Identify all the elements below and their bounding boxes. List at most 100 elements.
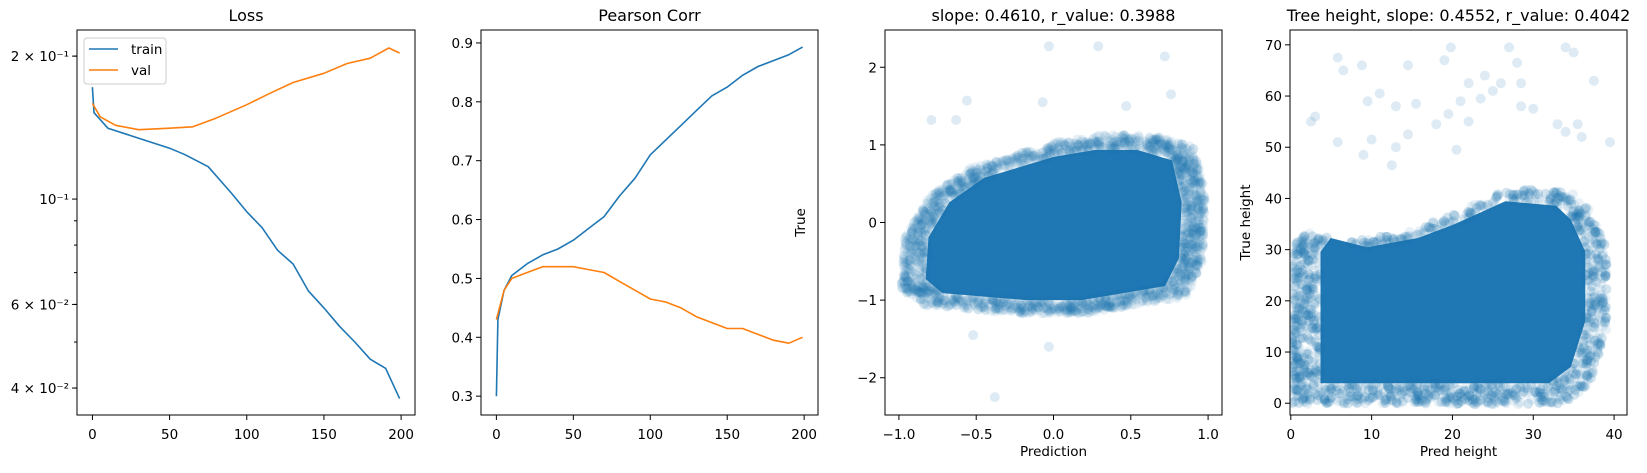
scatter-point (1140, 292, 1151, 303)
scatter-point (1085, 138, 1096, 149)
scatter-point (1173, 140, 1184, 151)
scatter-point (1454, 388, 1465, 399)
scatter-point (1055, 136, 1066, 147)
scatter-point (915, 235, 926, 246)
scatter-point (1303, 348, 1314, 359)
scatter-point (1494, 381, 1505, 392)
scatter-point (933, 297, 944, 307)
x-tick-label: 100 (234, 427, 260, 443)
scatter-point (1081, 301, 1092, 312)
scatter-point (966, 176, 977, 187)
scatter-point (1195, 194, 1206, 205)
scatter-point (900, 242, 910, 253)
scatter-point (1146, 134, 1157, 145)
scatter-point (915, 224, 926, 235)
scatter-point (1188, 227, 1199, 238)
scatter-point (1307, 231, 1318, 242)
scatter-point (902, 247, 913, 258)
scatter-point (1119, 130, 1130, 141)
scatter-point (1381, 393, 1392, 404)
scatter-point (1179, 268, 1190, 279)
scatter-point (966, 295, 977, 306)
scatter-point (1171, 154, 1182, 165)
scatter-point (1064, 146, 1075, 157)
scatter-point (1086, 306, 1097, 317)
scatter-point (1570, 212, 1581, 223)
scatter-point (1049, 148, 1060, 159)
scatter-point (993, 298, 1004, 309)
scatter-point (1088, 144, 1099, 155)
scatter-point (1442, 212, 1453, 223)
scatter-point (1564, 195, 1575, 206)
scatter-point (1092, 139, 1103, 150)
scatter-point (922, 288, 932, 299)
scatter-point (917, 258, 928, 269)
scatter-point (1582, 345, 1593, 356)
scatter-point (1188, 225, 1199, 236)
scatter-point (1312, 323, 1322, 333)
scatter-point (1055, 298, 1066, 309)
scatter-point (898, 276, 909, 287)
scatter-point (1148, 147, 1159, 158)
scatter-point (1093, 136, 1104, 147)
scatter-point (1448, 216, 1459, 227)
scatter-point (1380, 395, 1391, 405)
scatter-point (1295, 380, 1306, 391)
scatter-point (1189, 217, 1200, 228)
scatter-point (1547, 397, 1558, 408)
scatter-point (1093, 302, 1104, 313)
scatter-point (1096, 299, 1107, 309)
scatter-point (1082, 139, 1093, 150)
scatter-point (939, 289, 950, 300)
scatter-point (1056, 148, 1067, 159)
scatter-point (1093, 302, 1104, 313)
scatter-point (1301, 284, 1312, 295)
scatter-point (1187, 204, 1198, 215)
scatter-point (1178, 139, 1189, 150)
scatter-point (1003, 299, 1014, 310)
scatter-point (946, 187, 957, 197)
scatter-point (941, 180, 952, 191)
scatter-point (901, 263, 912, 273)
scatter-point (1149, 142, 1160, 153)
scatter-point (1371, 237, 1382, 248)
scatter-point (934, 290, 945, 301)
scatter-point (1172, 263, 1183, 274)
scatter-point (1006, 155, 1017, 166)
scatter-point (1184, 159, 1195, 170)
scatter-point (905, 246, 916, 257)
scatter-point (1179, 258, 1190, 269)
scatter-point (921, 266, 932, 277)
scatter-point (1562, 371, 1573, 382)
scatter-point (918, 282, 929, 293)
scatter-point (1325, 393, 1336, 404)
scatter-point (1159, 147, 1170, 158)
scatter-point (1305, 370, 1316, 381)
scatter-point (1042, 304, 1053, 315)
scatter-point (1104, 301, 1115, 312)
scatter-point (945, 184, 956, 195)
scatter-point (1366, 134, 1377, 145)
scatter-point (1088, 294, 1099, 305)
scatter-point (1301, 284, 1312, 295)
scatter-point (1092, 131, 1103, 142)
scatter-point (960, 302, 971, 313)
scatter-point (976, 167, 986, 178)
scatter-point (1301, 349, 1312, 360)
scatter-point (1538, 391, 1549, 402)
scatter-point (1178, 186, 1189, 197)
scatter-point (960, 181, 971, 192)
scatter-point (1179, 287, 1190, 298)
scatter-point (1294, 398, 1304, 408)
scatter-point (1183, 263, 1194, 274)
scatter-point (1179, 255, 1190, 266)
scatter-point (901, 284, 912, 295)
scatter-point (921, 285, 932, 296)
scatter-point (1015, 306, 1026, 317)
scatter-point (1115, 296, 1126, 307)
scatter-point (961, 170, 971, 181)
scatter-point (1300, 308, 1311, 319)
scatter-point (998, 294, 1009, 305)
scatter-point (1179, 148, 1190, 158)
scatter-point (1605, 137, 1615, 148)
